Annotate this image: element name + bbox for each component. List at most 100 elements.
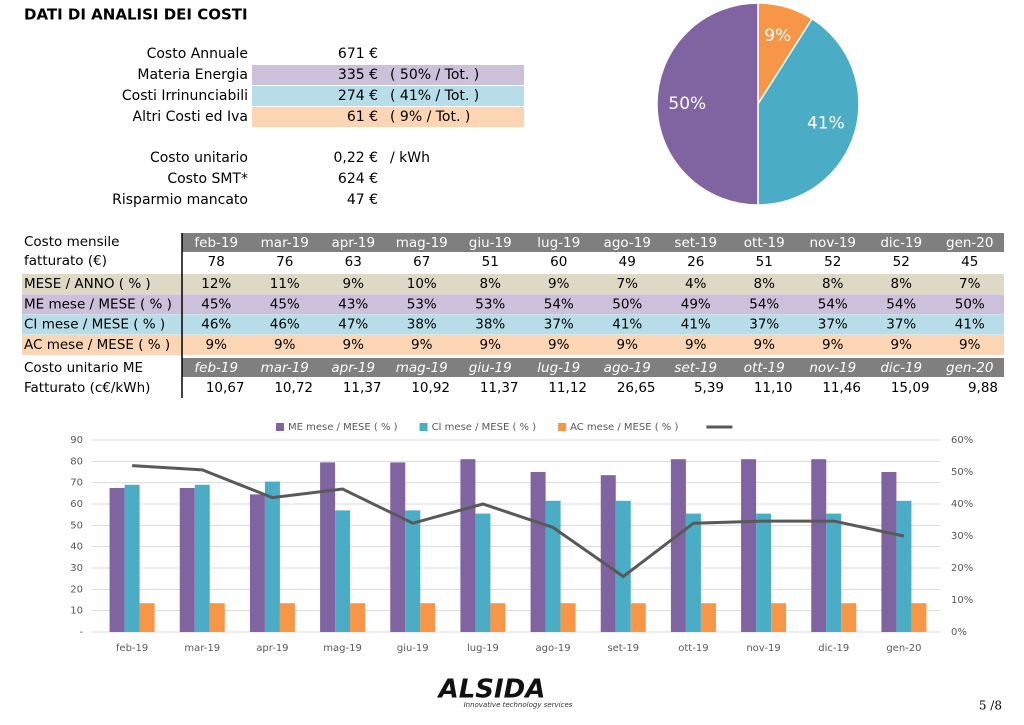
- summary-value: 47 €: [347, 192, 378, 208]
- y2-tick-label: 50%: [951, 467, 973, 478]
- y-tick-label: 20: [70, 584, 83, 595]
- cell: 10%: [407, 276, 437, 292]
- pie-slice: [757, 17, 860, 206]
- cell: 8%: [891, 276, 913, 292]
- cell: 54%: [818, 296, 848, 312]
- legend-swatch: [276, 423, 284, 431]
- cell: 9%: [411, 337, 433, 353]
- x-tick-label: giu-19: [397, 643, 429, 654]
- row-label: Costo mensile: [24, 234, 119, 250]
- summary-note: ( 9% / Tot. ): [390, 109, 470, 125]
- bar: [109, 488, 125, 632]
- cell: 37%: [818, 317, 848, 333]
- month: giu-19: [469, 235, 512, 251]
- bar: [405, 510, 421, 632]
- y2-tick-label: 40%: [951, 499, 973, 510]
- summary-value: 624 €: [338, 171, 378, 187]
- highlight: [252, 65, 524, 85]
- cell: 9%: [754, 337, 776, 353]
- unit-cost: 5,39: [694, 380, 724, 396]
- cell: 37%: [886, 317, 916, 333]
- cell: 54%: [749, 296, 779, 312]
- legend-label: CI mese / MESE ( % ): [432, 422, 537, 433]
- summary-label: Costo unitario: [150, 150, 248, 166]
- bar: [811, 459, 827, 632]
- bar: [560, 603, 576, 632]
- unit-cost: 11,10: [754, 380, 793, 396]
- row-label: Fatturato (c€/kWh): [24, 380, 150, 396]
- x-tick-label: apr-19: [256, 643, 288, 654]
- cell: 37%: [544, 317, 574, 333]
- month: giu-19: [469, 360, 512, 376]
- cell: 46%: [201, 317, 231, 333]
- cell: 50%: [955, 296, 985, 312]
- cost: 78: [208, 254, 225, 270]
- month: lug-19: [537, 360, 580, 376]
- unit-cost: 11,12: [548, 380, 587, 396]
- legend-label: AC mese / MESE ( % ): [570, 422, 678, 433]
- bar: [896, 500, 912, 632]
- cell: 45%: [201, 296, 231, 312]
- cost: 52: [893, 254, 910, 270]
- cell: 38%: [407, 317, 437, 333]
- line: [131, 464, 905, 579]
- month: dic-19: [880, 360, 922, 376]
- cell: 12%: [201, 276, 231, 292]
- bar: [700, 603, 716, 632]
- cell: 37%: [749, 317, 779, 333]
- cell: 46%: [270, 317, 300, 333]
- cost: 26: [687, 254, 704, 270]
- y-tick-label: -: [79, 627, 83, 638]
- row-label: ME mese / MESE ( % ): [24, 296, 172, 312]
- cost: 51: [482, 254, 499, 270]
- month: nov-19: [809, 360, 856, 376]
- bar: [320, 462, 336, 632]
- legend-swatch: [419, 423, 428, 431]
- row-band: [22, 294, 1004, 315]
- unit-cost: 11,37: [480, 380, 519, 396]
- cell: 9%: [685, 337, 707, 353]
- bar: [670, 459, 686, 632]
- bar: [615, 500, 631, 632]
- cell: 41%: [955, 317, 985, 333]
- summary-label: Costo Annuale: [147, 46, 248, 62]
- month: mag-19: [396, 235, 448, 251]
- unit-cost: 9,88: [968, 380, 998, 396]
- month: mar-19: [261, 360, 309, 376]
- x-tick-label: gen-20: [886, 643, 921, 654]
- x-tick-label: ott-19: [678, 643, 708, 654]
- summary-value: 335 €: [338, 67, 378, 83]
- cell: 8%: [480, 276, 502, 292]
- cell: 9%: [343, 276, 365, 292]
- bar: [741, 459, 757, 632]
- cell: 50%: [612, 296, 642, 312]
- cost: 52: [824, 254, 841, 270]
- x-tick-label: lug-19: [467, 643, 499, 654]
- month: gen-20: [946, 235, 993, 251]
- x-tick-label: dic-19: [818, 643, 849, 654]
- pie-label: 9%: [764, 26, 791, 46]
- header-band: [182, 233, 1004, 252]
- y2-tick-label: 60%: [951, 435, 973, 446]
- x-tick-label: nov-19: [746, 643, 780, 654]
- y-tick-label: 10: [70, 606, 83, 617]
- y-tick-label: 80: [70, 456, 83, 467]
- bar: [685, 513, 701, 632]
- bar: [209, 603, 225, 632]
- summary-label: Risparmio mancato: [112, 192, 248, 208]
- summary-value: 61 €: [347, 109, 378, 125]
- page-number: 5 /8: [979, 699, 1002, 713]
- cell: 4%: [685, 276, 707, 292]
- month: set-19: [674, 360, 717, 376]
- bar: [756, 513, 772, 632]
- month: mar-19: [261, 235, 309, 251]
- unit-cost: 10,92: [411, 380, 450, 396]
- cell: 45%: [270, 296, 300, 312]
- cell: 47%: [338, 317, 368, 333]
- summary-label: Costo SMT*: [167, 171, 248, 187]
- bar: [335, 510, 351, 632]
- bar: [460, 459, 476, 632]
- cell: 9%: [822, 337, 844, 353]
- cell: 9%: [480, 337, 502, 353]
